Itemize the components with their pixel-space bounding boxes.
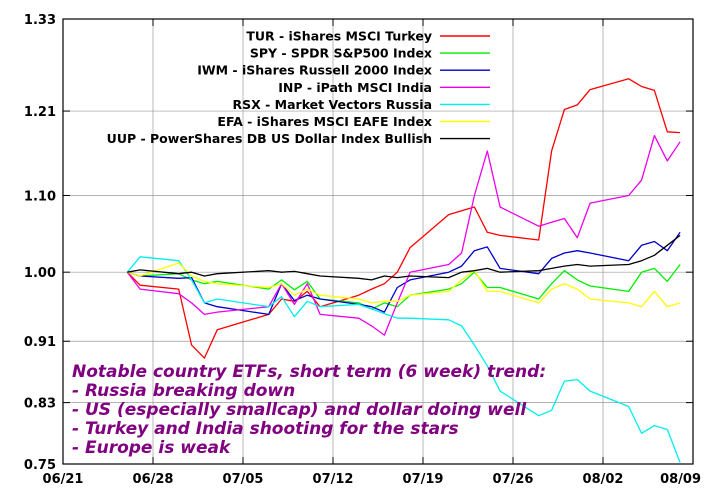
x-tick-label: 08/02 (583, 472, 624, 487)
series-line-efa (127, 262, 681, 308)
legend-label: UUP - PowerShares DB US Dollar Index Bul… (107, 131, 432, 146)
x-tick-label: 06/21 (43, 472, 84, 487)
x-tick-label: 07/19 (403, 472, 444, 487)
series-line-iwm (127, 231, 681, 316)
x-tick-label: 07/12 (313, 472, 354, 487)
legend-label: TUR - iShares MSCI Turkey (246, 29, 432, 44)
annotation: Notable country ETFs, short term (6 week… (72, 362, 546, 458)
series-line-uup (127, 234, 681, 281)
y-tick-label: 0.91 (24, 335, 56, 350)
plot-frame (62, 18, 694, 465)
legend-label: IWM - iShares Russell 2000 Index (197, 63, 432, 78)
series-line-inp (126, 134, 681, 336)
legend-label: INP - iPath MSCI India (278, 80, 432, 95)
legend-label: EFA - iShares MSCI EAFE Index (217, 114, 432, 129)
series-lines (126, 78, 681, 463)
y-tick-label: 1.10 (24, 189, 56, 204)
annotation-bullet-3: - Turkey and India shooting for the star… (72, 419, 459, 439)
axis-ticks: 0.75 0.83 0.91 1.00 1.10 1.21 1.33 06/21 06/28 07… (24, 13, 701, 487)
y-tick-label: 1.33 (24, 13, 56, 28)
y-tick-label: 1.00 (24, 266, 56, 281)
legend: TUR - iShares MSCI Turkey SPY - SPDR S&P5… (107, 29, 490, 146)
x-tick-label: 07/05 (223, 472, 264, 487)
x-tick-label: 08/09 (660, 472, 701, 487)
annotation-bullet-2: - US (especially smallcap) and dollar do… (72, 400, 527, 420)
y-tick-label: 1.21 (24, 105, 56, 120)
annotation-bullet-1: - Russia breaking down (72, 381, 295, 401)
annotation-title: Notable country ETFs, short term (6 week… (72, 362, 546, 382)
legend-label: SPY - SPDR S&P500 Index (250, 46, 432, 61)
y-tick-label: 0.75 (24, 458, 56, 473)
x-tick-label: 07/26 (493, 472, 534, 487)
annotation-bullet-4: - Europe is weak (72, 438, 232, 458)
series-line-tur (126, 78, 681, 359)
x-tick-label: 06/28 (133, 472, 174, 487)
y-tick-label: 0.83 (24, 397, 56, 412)
series-line-rsx (126, 256, 681, 463)
legend-label: RSX - Market Vectors Russia (233, 97, 433, 112)
